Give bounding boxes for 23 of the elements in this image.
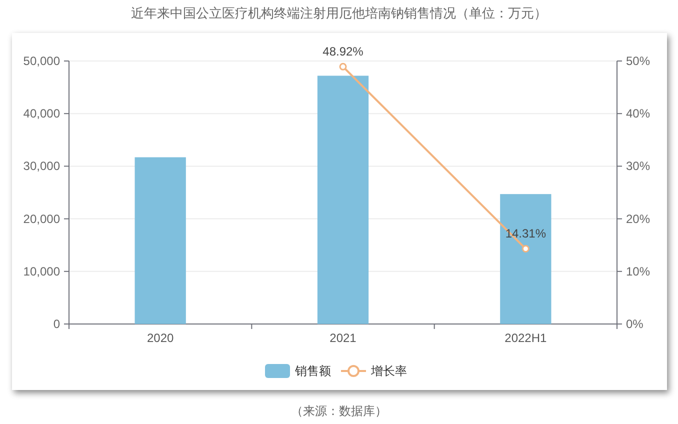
y-tick-label: 30,000: [23, 159, 60, 174]
y2-tick-label: 40%: [626, 106, 650, 121]
x-tick-label: 2020: [146, 331, 174, 345]
legend-label: 增长率: [370, 364, 407, 378]
bar: [317, 76, 369, 324]
y-tick-label: 20,000: [23, 212, 60, 226]
y-tick-label: 0: [53, 317, 60, 331]
y-tick-label: 40,000: [23, 106, 60, 121]
y-tick-label: 10,000: [23, 264, 60, 278]
x-tick-label: 2021: [330, 331, 357, 345]
legend-label: 销售额: [294, 364, 331, 378]
chart-title: 近年来中国公立医疗机构终端注射用厄他培南钠销售情况（单位：万元）: [131, 6, 547, 20]
text: （来源：数据库）: [291, 404, 387, 418]
x-tick-label: 2022H1: [504, 331, 548, 345]
data-label: 48.92%: [322, 44, 364, 59]
bar: [500, 194, 552, 324]
y2-tick-label: 10%: [626, 264, 650, 278]
y2-tick-label: 50%: [626, 54, 650, 68]
y2-tick-label: 0%: [626, 317, 644, 331]
y2-tick-label: 30%: [626, 159, 650, 174]
y-tick-label: 50,000: [23, 54, 60, 68]
y2-tick-label: 20%: [626, 212, 650, 226]
bar: [134, 157, 186, 324]
